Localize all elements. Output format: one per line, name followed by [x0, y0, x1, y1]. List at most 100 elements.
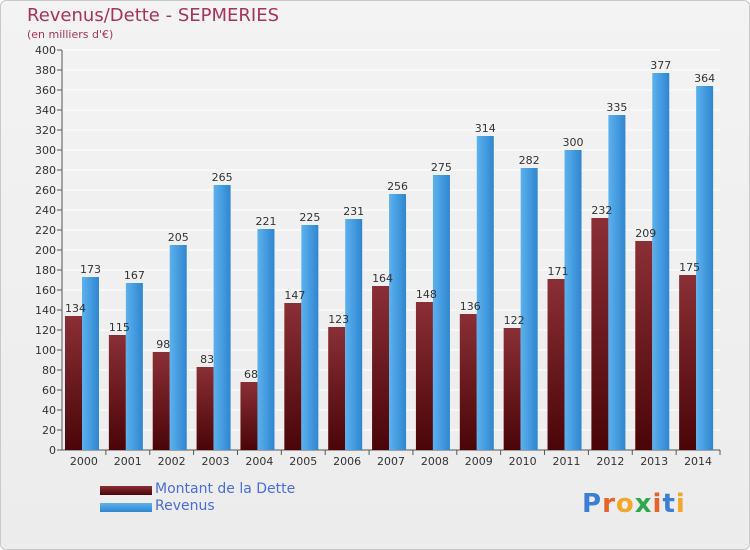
y-tick-label: 100	[35, 344, 56, 357]
bar-revenus	[564, 150, 582, 450]
data-label-revenus: 221	[255, 215, 276, 228]
data-label-revenus: 335	[606, 101, 627, 114]
bar-debt	[108, 335, 126, 450]
x-tick-label: 2006	[333, 455, 361, 468]
proxiti-logo: Proxiti	[582, 489, 686, 519]
bar-debt	[679, 275, 697, 450]
bar-debt	[372, 286, 390, 450]
bar-revenus	[389, 194, 407, 450]
data-label-revenus: 225	[299, 211, 320, 224]
bar-revenus	[169, 245, 187, 450]
data-label-debt: 209	[635, 227, 656, 240]
bar-revenus	[520, 168, 538, 450]
y-tick-label: 0	[49, 444, 56, 457]
y-tick-label: 80	[42, 364, 56, 377]
x-tick-label: 2011	[552, 455, 580, 468]
data-label-revenus: 167	[124, 269, 145, 282]
data-label-debt: 175	[679, 261, 700, 274]
y-tick-label: 160	[35, 284, 56, 297]
y-tick-label: 380	[35, 64, 56, 77]
logo-letter: i	[675, 489, 686, 519]
data-label-debt: 123	[328, 313, 349, 326]
legend-swatch-debt	[100, 486, 152, 495]
bar-debt	[547, 279, 565, 450]
y-tick-label: 40	[42, 404, 56, 417]
x-tick-label: 2013	[640, 455, 668, 468]
x-tick-label: 2004	[245, 455, 273, 468]
bar-revenus	[345, 219, 363, 450]
bar-debt	[415, 302, 433, 450]
data-label-revenus: 314	[475, 122, 496, 135]
data-label-debt: 98	[156, 338, 170, 351]
bar-revenus	[652, 73, 670, 450]
data-labels: 134 173 115 167 98 205 83 265 68 221 147 225 123 231 1…	[65, 59, 715, 381]
x-tick-label: 2005	[289, 455, 317, 468]
chart-subtitle: (en milliers d'€)	[27, 28, 114, 41]
x-tick-label: 2003	[202, 455, 230, 468]
data-label-revenus: 231	[343, 205, 364, 218]
bar-revenus	[125, 283, 143, 450]
data-label-debt: 136	[460, 300, 481, 313]
bar-debt	[65, 316, 82, 450]
y-tick-label: 180	[35, 264, 56, 277]
data-label-revenus: 265	[212, 171, 233, 184]
logo-letter: r	[602, 489, 616, 519]
bar-revenus	[301, 225, 319, 450]
bar-revenus	[82, 277, 99, 450]
data-label-debt: 164	[372, 272, 393, 285]
bar-debt	[635, 241, 653, 450]
x-tick-label: 2001	[114, 455, 142, 468]
bar-debt	[591, 218, 609, 450]
data-label-debt: 115	[109, 321, 130, 334]
data-label-debt: 83	[200, 353, 214, 366]
logo-letter: x	[634, 489, 653, 519]
x-tick-label: 2008	[421, 455, 449, 468]
data-label-revenus: 377	[650, 59, 671, 72]
y-tick-label: 240	[35, 204, 56, 217]
data-label-revenus: 205	[168, 231, 189, 244]
bar-revenus	[257, 229, 275, 450]
x-tick-label: 2000	[70, 455, 98, 468]
x-tick-label: 2010	[509, 455, 537, 468]
data-label-debt: 232	[591, 204, 612, 217]
bar-revenus	[213, 185, 231, 450]
data-label-revenus: 364	[694, 72, 715, 85]
legend-swatch-revenus	[100, 503, 152, 512]
bar-debt	[196, 367, 214, 450]
bar-revenus	[476, 136, 494, 450]
data-label-debt: 122	[504, 314, 525, 327]
bar-debt	[152, 352, 170, 450]
bar-debt	[240, 382, 258, 450]
data-label-debt: 147	[284, 289, 305, 302]
logo-letter: t	[662, 489, 676, 519]
legend-label-debt: Montant de la Dette	[155, 481, 296, 497]
bars	[65, 73, 714, 450]
y-tick-label: 220	[35, 224, 56, 237]
y-tick-label: 120	[35, 324, 56, 337]
y-tick-label: 140	[35, 304, 56, 317]
data-label-debt: 68	[244, 368, 258, 381]
y-tick-label: 280	[35, 164, 56, 177]
x-tick-label: 2007	[377, 455, 405, 468]
data-label-debt: 171	[548, 265, 569, 278]
y-tick-label: 320	[35, 124, 56, 137]
y-tick-label: 60	[42, 384, 56, 397]
legend-label-revenus: Revenus	[155, 498, 215, 514]
y-tick-label: 260	[35, 184, 56, 197]
axes: 0 20 40 60 80 100 120 140 160 180 200 220 240 260 280 3…	[35, 44, 721, 468]
logo-letter: i	[652, 489, 663, 519]
data-label-debt: 148	[416, 288, 437, 301]
y-tick-label: 20	[42, 424, 56, 437]
x-tick-label: 2012	[596, 455, 624, 468]
bar-debt	[328, 327, 346, 450]
bar-revenus	[696, 86, 714, 450]
data-label-revenus: 173	[80, 263, 101, 276]
bar-revenus	[432, 175, 450, 450]
data-label-debt: 134	[65, 302, 86, 315]
chart-title: Revenus/Dette - SEPMERIES	[27, 5, 279, 26]
y-tick-label: 400	[35, 44, 56, 57]
x-tick-label: 2014	[684, 455, 712, 468]
y-tick-label: 200	[35, 244, 56, 257]
bar-debt	[503, 328, 521, 450]
